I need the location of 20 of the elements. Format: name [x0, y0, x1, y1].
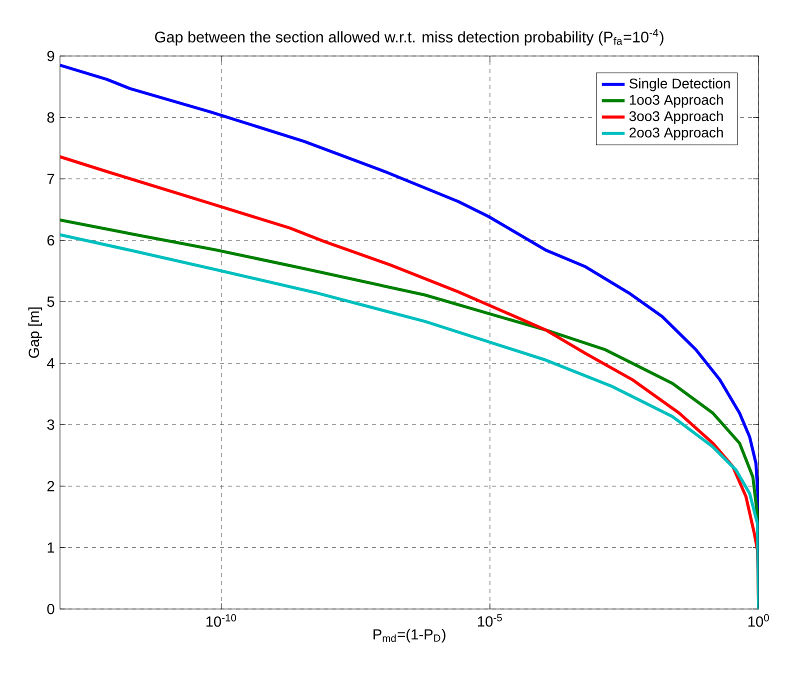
y-tick-label: 7 [47, 174, 54, 184]
x-tick-label: 10$^{0}$ [748, 614, 769, 627]
y-tick-label: 2 [47, 481, 54, 492]
legend-label: Single Detection [629, 78, 730, 92]
x-tick-label: 10$^{-10}$ [206, 614, 236, 627]
x-tick-label: 10$^{-5}$ [478, 614, 502, 627]
y-tick-label: 9 [47, 50, 54, 62]
y-tick-label: 6 [47, 235, 54, 246]
y-tick-label: 8 [47, 112, 54, 123]
legend-label: 1oo3 Approach [630, 94, 723, 108]
x-axis-title: P$_{md}$=(1-P$_{D}$) [374, 628, 446, 642]
y-tick-label: 3 [47, 419, 54, 430]
legend-label: 2oo3 Approach [630, 127, 723, 140]
y-tick-label: 0 [47, 604, 54, 614]
chart-title: Gap between the section allowed w.r.t. miss detection probability (P$_{fa}$=10$^{-4}$) [155, 29, 664, 46]
y-tick-label: 5 [47, 296, 54, 307]
legend-label: 3oo3 Approach [629, 110, 723, 124]
y-tick-label: 1 [48, 542, 54, 553]
y-tick-label: 4 [47, 358, 54, 368]
y-axis-title: Gap [m] [28, 307, 42, 358]
